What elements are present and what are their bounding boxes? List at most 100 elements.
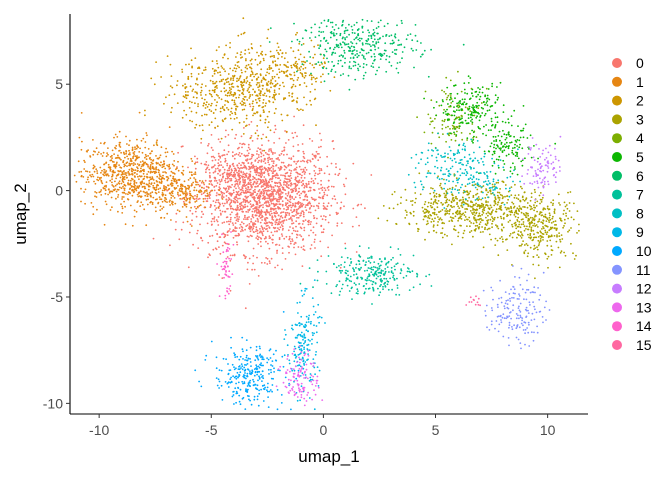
point: [80, 170, 83, 173]
point: [241, 208, 243, 211]
point: [290, 206, 293, 209]
point: [190, 72, 193, 75]
point: [194, 210, 197, 213]
point: [450, 92, 452, 95]
point: [473, 217, 475, 220]
point: [570, 227, 572, 229]
point: [458, 207, 461, 210]
point: [254, 99, 257, 101]
point: [322, 57, 325, 60]
point: [181, 68, 184, 71]
point: [239, 75, 242, 77]
point: [288, 235, 291, 238]
point: [170, 111, 173, 114]
point: [456, 102, 458, 105]
point: [481, 210, 484, 213]
point: [184, 185, 187, 188]
point: [234, 216, 236, 219]
point: [267, 157, 269, 160]
point: [487, 129, 490, 132]
point: [191, 219, 193, 222]
point: [264, 151, 267, 154]
point: [260, 175, 263, 178]
point: [290, 170, 293, 172]
point: [460, 218, 463, 220]
point: [223, 171, 226, 174]
point: [290, 209, 292, 212]
point: [173, 197, 176, 199]
point: [449, 98, 451, 101]
point: [313, 241, 316, 243]
point: [240, 33, 243, 36]
point: [135, 156, 138, 159]
point: [269, 208, 272, 211]
point: [501, 229, 503, 232]
point: [140, 201, 143, 204]
point: [265, 216, 268, 219]
point: [255, 182, 258, 185]
point: [242, 222, 245, 225]
point: [188, 107, 191, 109]
point: [216, 182, 219, 184]
point: [219, 212, 222, 215]
point: [274, 64, 277, 67]
point: [252, 208, 255, 210]
point: [269, 82, 272, 85]
point: [203, 187, 205, 190]
point: [310, 72, 312, 75]
point: [275, 93, 277, 96]
point: [497, 254, 500, 257]
point: [247, 48, 250, 51]
point: [235, 56, 237, 58]
point: [484, 112, 487, 115]
point: [493, 146, 495, 149]
point: [184, 195, 187, 197]
point: [459, 121, 462, 124]
point: [395, 67, 398, 70]
point: [247, 143, 250, 146]
point: [186, 94, 188, 97]
point: [234, 137, 237, 140]
point: [479, 221, 482, 224]
point: [481, 226, 483, 228]
point: [120, 151, 122, 154]
point: [325, 67, 328, 70]
point: [275, 157, 278, 160]
point: [277, 214, 280, 217]
point: [221, 67, 224, 69]
point: [444, 118, 446, 121]
point: [208, 174, 211, 177]
point: [241, 161, 244, 164]
point: [171, 192, 174, 195]
point: [331, 197, 334, 200]
point: [282, 70, 285, 73]
point: [243, 127, 245, 129]
point: [251, 94, 254, 96]
point: [113, 136, 115, 139]
point: [459, 210, 461, 213]
point: [270, 79, 272, 82]
point: [266, 230, 269, 233]
point: [549, 214, 551, 217]
point: [528, 236, 530, 239]
point: [212, 80, 214, 83]
point: [134, 169, 137, 172]
point: [104, 200, 107, 203]
point: [157, 188, 160, 191]
point: [476, 209, 479, 211]
point: [292, 215, 295, 217]
point: [268, 148, 271, 151]
point: [140, 167, 142, 170]
point: [321, 189, 324, 192]
point: [142, 172, 145, 175]
point: [282, 161, 285, 164]
point: [128, 152, 131, 154]
point: [165, 186, 168, 189]
point: [548, 212, 551, 215]
point: [194, 91, 197, 93]
point: [250, 184, 253, 187]
point: [202, 129, 204, 132]
point: [108, 166, 111, 168]
point: [274, 84, 277, 87]
point: [491, 220, 494, 223]
